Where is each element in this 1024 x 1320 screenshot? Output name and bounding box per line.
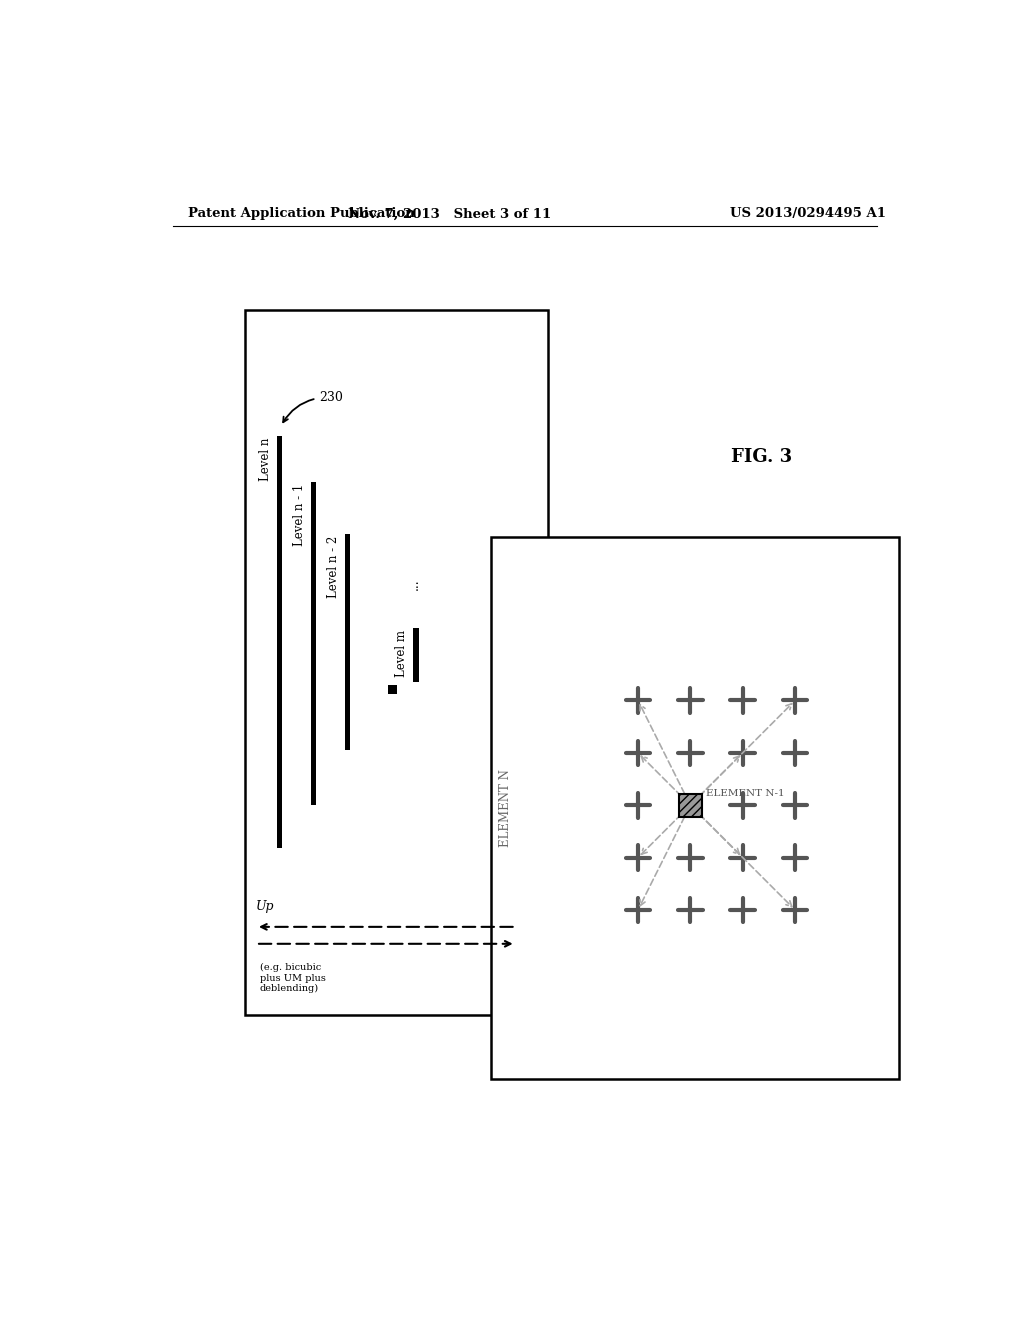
Text: FIG. 3: FIG. 3 bbox=[731, 449, 793, 466]
Bar bbox=[413, 628, 419, 682]
Text: Level m: Level m bbox=[395, 630, 409, 677]
Bar bbox=[276, 436, 283, 847]
Text: 230: 230 bbox=[284, 391, 343, 422]
Bar bbox=[310, 482, 316, 805]
Text: Patent Application Publication: Patent Application Publication bbox=[188, 207, 415, 220]
Bar bbox=[388, 685, 397, 694]
Text: ...: ... bbox=[408, 578, 421, 590]
Text: Level n - 1: Level n - 1 bbox=[293, 483, 306, 545]
Text: US 2013/0294495 A1: US 2013/0294495 A1 bbox=[730, 207, 886, 220]
Text: Up: Up bbox=[256, 900, 274, 913]
Text: Level n: Level n bbox=[259, 437, 271, 480]
Text: Level n - 2: Level n - 2 bbox=[327, 536, 340, 598]
Bar bbox=[679, 793, 701, 817]
Bar bbox=[490, 537, 899, 1080]
Text: ELEMENT N: ELEMENT N bbox=[499, 770, 512, 847]
Bar bbox=[345, 535, 350, 750]
Text: ELEMENT N-1: ELEMENT N-1 bbox=[706, 789, 784, 799]
Bar bbox=[245, 310, 548, 1015]
Text: (e.g. bicubic
plus UM plus
deblending): (e.g. bicubic plus UM plus deblending) bbox=[260, 964, 326, 993]
Text: Nov. 7, 2013   Sheet 3 of 11: Nov. 7, 2013 Sheet 3 of 11 bbox=[348, 207, 552, 220]
